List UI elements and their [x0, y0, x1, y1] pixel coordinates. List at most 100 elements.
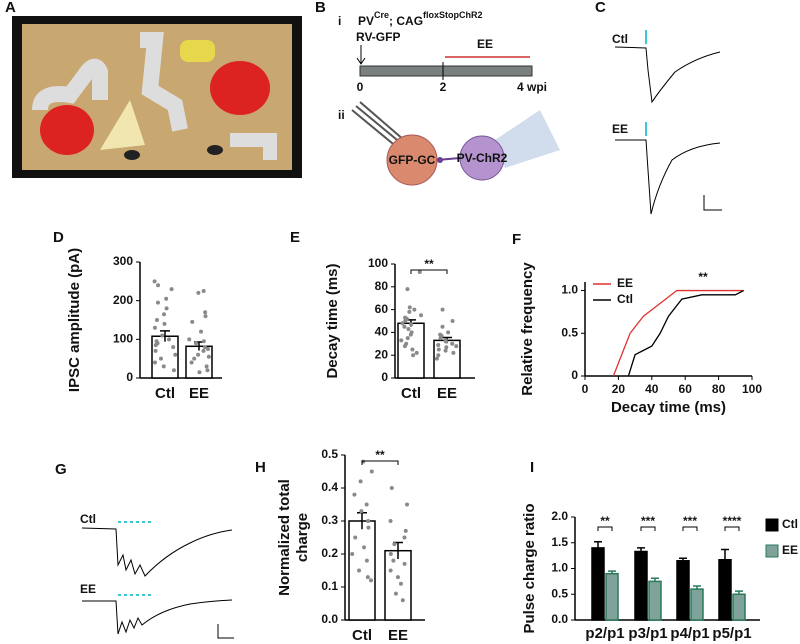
data-point [205, 368, 210, 373]
data-point [203, 310, 208, 315]
data-point [171, 345, 176, 350]
bar [348, 520, 376, 621]
x-tick-label: p3/p1 [628, 625, 667, 642]
data-point [194, 341, 199, 346]
genotype-text: PV [358, 14, 374, 28]
bar [648, 580, 662, 621]
significance: ** [698, 270, 708, 284]
error-bar [721, 548, 729, 560]
y-tick-label: 1.0 [551, 561, 568, 575]
legend-swatch [765, 544, 779, 558]
y-tick-label: 0.1 [321, 579, 338, 593]
x-tick-label: EE [189, 385, 209, 402]
error-bar [608, 570, 616, 574]
data-point [406, 326, 411, 331]
data-point [436, 353, 441, 358]
data-point [161, 364, 166, 369]
significance: ** [375, 448, 385, 462]
trace [614, 46, 721, 104]
y-tick-label: 0.0 [321, 612, 338, 626]
trace-label: Ctl [80, 512, 96, 526]
data-point [164, 296, 169, 301]
time-label: 2 [440, 80, 447, 94]
data-point [152, 325, 157, 330]
panel-letter: D [53, 229, 64, 246]
y-axis-label: Decay time (ms) [324, 263, 341, 378]
data-point [419, 313, 424, 318]
data-point [392, 542, 397, 547]
x-axis-label: Decay time (ms) [611, 399, 726, 416]
schematic: B i PVCre; CAGfloxStopChR2 RV-GFP EE 0 2… [315, 0, 560, 186]
data-point [443, 339, 448, 344]
data-point [204, 364, 209, 369]
data-point [446, 330, 451, 335]
data-point [158, 356, 163, 361]
significance-bracket [724, 526, 740, 531]
bar [605, 572, 619, 621]
tube [140, 32, 188, 132]
data-point [417, 269, 422, 274]
y-tick-label: 60 [375, 302, 389, 316]
trace-label: Ctl [612, 32, 628, 46]
data-point [187, 337, 192, 342]
synapse-end [437, 157, 443, 163]
bar [690, 588, 704, 621]
significance: **** [723, 514, 742, 528]
data-point [366, 519, 371, 523]
timeline [359, 65, 533, 77]
y-tick-label: 2.0 [551, 509, 568, 523]
trace [82, 599, 233, 635]
x-tick-label: Ctl [352, 627, 372, 644]
y-tick-label: 0.2 [321, 546, 338, 560]
data-point [434, 356, 439, 361]
data-point [199, 329, 204, 334]
data-point [395, 575, 400, 580]
y-axis-label: charge [294, 513, 311, 562]
y-tick-label: 100 [113, 332, 133, 346]
y-tick-label: 0 [381, 370, 388, 384]
data-point [451, 350, 456, 355]
data-point [405, 336, 410, 341]
y-axis-label: IPSC amplitude (pA) [66, 248, 83, 392]
data-point [399, 338, 404, 343]
significance-bracket [597, 526, 613, 531]
bar [718, 558, 732, 621]
error-bar [160, 330, 170, 342]
data-point [403, 319, 408, 323]
cell-label: PV-ChR2 [457, 151, 508, 165]
panel-letter: A [5, 0, 16, 16]
x-tick-label: EE [437, 385, 457, 402]
data-point [364, 502, 369, 507]
data-point [164, 306, 169, 311]
y-axis-label: Pulse charge ratio [521, 503, 538, 633]
data-point [405, 502, 410, 507]
toy [180, 40, 215, 62]
x-tick-label: p4/p1 [670, 625, 709, 642]
trace-label: EE [612, 122, 628, 136]
data-point [359, 509, 364, 514]
tube [32, 58, 108, 111]
y-tick-label: 0.3 [321, 513, 338, 527]
y-tick-label: 0.4 [321, 480, 338, 494]
data-point [365, 575, 370, 580]
trace [615, 139, 721, 215]
data-point [357, 568, 362, 573]
error-bar [651, 577, 659, 582]
data-point [152, 360, 157, 365]
data-point [167, 337, 172, 342]
wheel [210, 61, 270, 115]
y-tick-label: 0.0 [551, 612, 568, 626]
significance-bracket [410, 269, 448, 274]
data-point [171, 368, 176, 373]
data-point [201, 339, 206, 344]
line [612, 289, 744, 377]
data-point [173, 352, 178, 357]
data-point [440, 324, 445, 329]
y-tick-label: 0.5 [551, 586, 568, 600]
data-point [450, 341, 455, 346]
genotype: PVCre; CAGfloxStopChR2 [358, 10, 483, 28]
time-label: 4 wpi [517, 80, 547, 94]
data-point [202, 345, 207, 350]
data-point [388, 552, 393, 556]
x-tick-label: Ctl [155, 385, 175, 402]
